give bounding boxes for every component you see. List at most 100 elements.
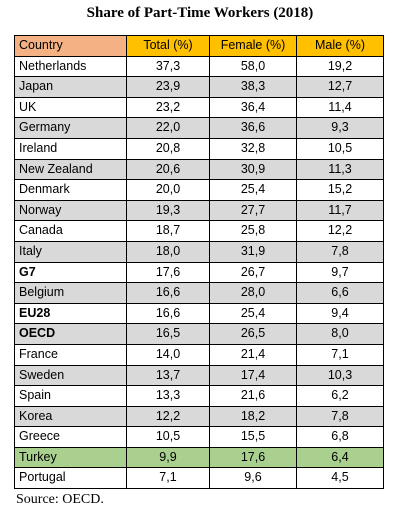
female-cell: 27,7	[209, 199, 297, 222]
female-cell: 15,5	[209, 426, 297, 448]
male-cell: 9,3	[296, 117, 384, 139]
country-cell: Belgium	[14, 282, 127, 304]
total-cell: 14,0	[126, 343, 210, 366]
total-cell: 20,8	[126, 137, 210, 160]
total-cell: 13,7	[126, 364, 210, 387]
male-cell: 6,6	[296, 282, 384, 304]
male-cell: 7,8	[296, 405, 384, 428]
male-cell: 7,1	[296, 343, 384, 366]
table-row: UK 23,2 36,4 11,4	[14, 96, 384, 119]
male-cell: 7,8	[296, 240, 384, 263]
table-row: Greece 10,5 15,5 6,8	[14, 426, 384, 448]
total-cell: 18,7	[126, 220, 210, 242]
total-cell: 16,6	[126, 282, 210, 304]
country-cell: Korea	[14, 405, 127, 428]
male-cell: 6,8	[296, 426, 384, 448]
table-row: Turkey 9,9 17,6 6,4	[14, 446, 384, 469]
country-cell: Canada	[14, 220, 127, 242]
table-body: Netherlands 37,3 58,0 19,2 Japan 23,9 38,3 12,7…	[14, 55, 384, 490]
total-cell: 9,9	[126, 446, 210, 469]
part-time-workers-table: Country Total (%) Female (%) Male (%) Ne…	[14, 35, 384, 490]
total-cell: 18,0	[126, 240, 210, 263]
table-row: France 14,0 21,4 7,1	[14, 343, 384, 366]
female-cell: 21,6	[209, 385, 297, 407]
male-cell: 11,3	[296, 158, 384, 181]
country-cell: EU28	[14, 302, 127, 325]
total-cell: 12,2	[126, 405, 210, 428]
country-cell: G7	[14, 261, 127, 284]
total-cell: 10,5	[126, 426, 210, 448]
header-female: Female (%)	[209, 35, 297, 57]
table-row: Italy 18,0 31,9 7,8	[14, 240, 384, 263]
country-cell: Greece	[14, 426, 127, 448]
table-row: G7 17,6 26,7 9,7	[14, 261, 384, 284]
source-note: Source: OECD.	[16, 492, 104, 507]
table-row: EU28 16,6 25,4 9,4	[14, 302, 384, 325]
male-cell: 9,7	[296, 261, 384, 284]
female-cell: 26,5	[209, 323, 297, 345]
country-cell: Denmark	[14, 179, 127, 201]
total-cell: 23,2	[126, 96, 210, 119]
male-cell: 15,2	[296, 179, 384, 201]
total-cell: 16,6	[126, 302, 210, 325]
total-cell: 23,9	[126, 76, 210, 98]
country-cell: Sweden	[14, 364, 127, 387]
table-row: Germany 22,0 36,6 9,3	[14, 117, 384, 139]
table-row: Norway 19,3 27,7 11,7	[14, 199, 384, 222]
total-cell: 16,5	[126, 323, 210, 345]
country-cell: Netherlands	[14, 55, 127, 78]
female-cell: 58,0	[209, 55, 297, 78]
total-cell: 22,0	[126, 117, 210, 139]
total-cell: 20,6	[126, 158, 210, 181]
table-row: Portugal 7,1 9,6 4,5	[14, 467, 384, 490]
male-cell: 8,0	[296, 323, 384, 345]
male-cell: 11,4	[296, 96, 384, 119]
total-cell: 7,1	[126, 467, 210, 490]
male-cell: 6,4	[296, 446, 384, 469]
country-cell: OECD	[14, 323, 127, 345]
female-cell: 31,9	[209, 240, 297, 263]
female-cell: 26,7	[209, 261, 297, 284]
male-cell: 10,3	[296, 364, 384, 387]
male-cell: 12,7	[296, 76, 384, 98]
female-cell: 36,4	[209, 96, 297, 119]
table-row: New Zealand 20,6 30,9 11,3	[14, 158, 384, 181]
female-cell: 9,6	[209, 467, 297, 490]
country-cell: New Zealand	[14, 158, 127, 181]
male-cell: 4,5	[296, 467, 384, 490]
female-cell: 32,8	[209, 137, 297, 160]
total-cell: 17,6	[126, 261, 210, 284]
female-cell: 21,4	[209, 343, 297, 366]
header-row: Country Total (%) Female (%) Male (%)	[14, 35, 384, 57]
table-row: Ireland 20,8 32,8 10,5	[14, 137, 384, 160]
table-row: Netherlands 37,3 58,0 19,2	[14, 55, 384, 78]
table-row: Denmark 20,0 25,4 15,2	[14, 179, 384, 201]
female-cell: 18,2	[209, 405, 297, 428]
table-row: Sweden 13,7 17,4 10,3	[14, 364, 384, 387]
table-row: Korea 12,2 18,2 7,8	[14, 405, 384, 428]
country-cell: Turkey	[14, 446, 127, 469]
female-cell: 25,4	[209, 179, 297, 201]
table-row: Spain 13,3 21,6 6,2	[14, 385, 384, 407]
female-cell: 17,6	[209, 446, 297, 469]
table-row: OECD 16,5 26,5 8,0	[14, 323, 384, 345]
male-cell: 11,7	[296, 199, 384, 222]
male-cell: 12,2	[296, 220, 384, 242]
country-cell: Japan	[14, 76, 127, 98]
table-row: Canada 18,7 25,8 12,2	[14, 220, 384, 242]
male-cell: 9,4	[296, 302, 384, 325]
female-cell: 25,8	[209, 220, 297, 242]
total-cell: 19,3	[126, 199, 210, 222]
male-cell: 19,2	[296, 55, 384, 78]
header-country: Country	[14, 35, 127, 57]
table-row: Japan 23,9 38,3 12,7	[14, 76, 384, 98]
country-cell: Spain	[14, 385, 127, 407]
total-cell: 37,3	[126, 55, 210, 78]
total-cell: 13,3	[126, 385, 210, 407]
country-cell: Norway	[14, 199, 127, 222]
country-cell: Portugal	[14, 467, 127, 490]
header-total: Total (%)	[126, 35, 210, 57]
country-cell: UK	[14, 96, 127, 119]
female-cell: 36,6	[209, 117, 297, 139]
female-cell: 25,4	[209, 302, 297, 325]
